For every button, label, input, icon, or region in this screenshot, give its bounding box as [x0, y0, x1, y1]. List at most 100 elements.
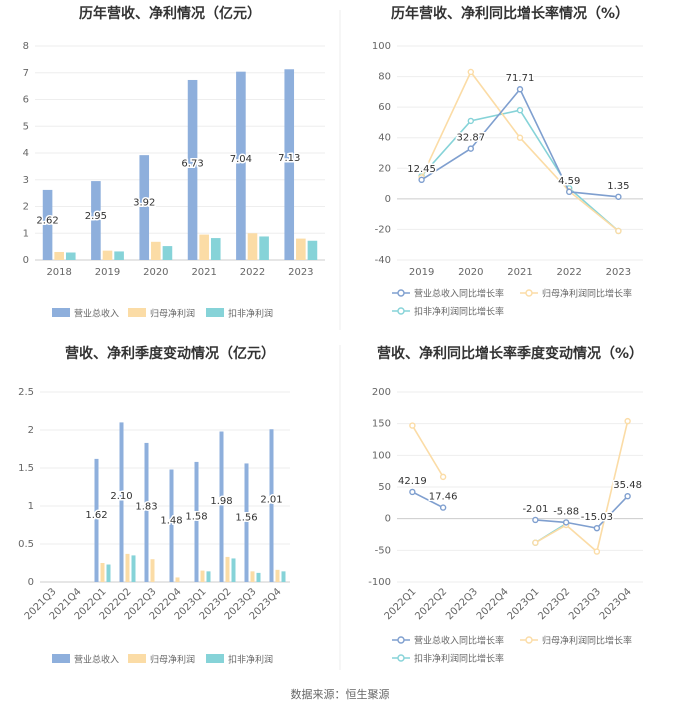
point-1-2-1 [467, 117, 474, 125]
bar-0-1-4 [247, 233, 258, 260]
data-label-2-4: 1.83 [135, 502, 157, 513]
y-tick-label-0-0: 0 [23, 255, 29, 266]
series-line-1-1 [420, 70, 619, 232]
point-3-1-7 [624, 417, 631, 425]
data-label-3-6: -15.03 [581, 512, 613, 523]
bar-0-2-0 [65, 252, 76, 260]
bar-2-2-6 [206, 571, 211, 582]
bar-2-1-4 [150, 559, 155, 582]
y-tick-label-1-4: 40 [378, 133, 391, 144]
series-line-1-2 [421, 109, 619, 232]
x-tick-label-1-3: 2022 [556, 267, 581, 278]
y-tick-label-1-1: -20 [375, 224, 391, 235]
point-3-1-0 [409, 422, 416, 429]
bar-2-1-6 [200, 570, 205, 582]
bar-2-1-5 [175, 577, 180, 582]
data-label-0-0: 2.62 [36, 216, 58, 227]
chart-title-0: 历年营收、净利情况（亿元） [79, 5, 261, 22]
bar-0-0-0 [42, 189, 53, 260]
legend-swatch-0-0 [52, 308, 70, 317]
x-tick-label-0-3: 2021 [191, 267, 216, 278]
data-label-1-1: 32.87 [456, 133, 485, 144]
bar-2-0-5 [169, 469, 174, 582]
y-tick-label-0-6: 6 [23, 95, 29, 106]
chart-title-3: 营收、净利同比增长率季度变动情况（%） [377, 345, 643, 362]
y-tick-label-0-4: 4 [23, 148, 29, 159]
y-tick-label-2-0: 0 [28, 577, 34, 588]
legend-swatch-2-2 [206, 654, 224, 663]
legend-label-2-0: 营业总收入 [74, 654, 119, 666]
y-tick-label-2-2: 1 [28, 501, 34, 512]
legend-label-1-0: 营业总收入同比增长率 [414, 288, 504, 300]
x-tick-label-0-0: 2018 [46, 267, 71, 278]
x-tick-label-3-3: 2022Q4 [475, 586, 511, 622]
x-tick-label-1-0: 2019 [409, 267, 434, 278]
chart-title-1: 历年营收、净利同比增长率情况（%） [391, 5, 629, 22]
point-1-1-4 [615, 227, 622, 235]
y-tick-label-1-0: -40 [375, 255, 391, 266]
data-label-2-5: 1.48 [160, 516, 182, 527]
point-3-0-5 [562, 519, 570, 526]
x-tick-label-0-1: 2019 [95, 267, 120, 278]
point-3-0-7 [624, 492, 631, 500]
legend-marker-3-2 [397, 654, 405, 662]
legend-label-3-0: 营业总收入同比增长率 [414, 635, 504, 647]
legend-label-0-2: 扣非净利润 [228, 308, 273, 320]
point-3-0-0 [409, 488, 416, 496]
bar-0-1-5 [296, 238, 306, 260]
y-tick-label-3-6: 200 [372, 387, 391, 398]
point-3-1-4 [532, 539, 539, 546]
legend-label-2-2: 扣非净利润 [228, 654, 273, 666]
bar-2-1-8 [250, 571, 255, 582]
x-tick-label-1-4: 2023 [606, 267, 631, 278]
x-tick-label-3-2: 2022Q3 [444, 586, 480, 622]
data-label-3-0: 42.19 [398, 476, 427, 487]
data-label-2-2: 1.62 [85, 510, 107, 521]
point-1-2-2 [516, 106, 524, 114]
bar-0-2-3 [210, 238, 221, 260]
bar-2-0-9 [269, 429, 274, 582]
bar-2-0-3 [119, 422, 124, 582]
y-tick-label-0-8: 8 [23, 41, 29, 52]
y-tick-label-3-1: -50 [375, 545, 391, 556]
legend-label-0-1: 归母净利润 [150, 308, 195, 320]
data-label-2-6: 1.58 [185, 512, 207, 523]
y-tick-label-3-0: -100 [368, 577, 391, 588]
point-3-1-6 [593, 548, 601, 555]
legend-marker-1-2 [397, 307, 405, 315]
point-3-1-1 [439, 473, 447, 481]
x-tick-label-3-0: 2022Q1 [383, 586, 419, 622]
data-label-2-8: 1.56 [235, 512, 257, 523]
legend-swatch-2-1 [128, 654, 146, 663]
bar-0-0-5 [284, 69, 295, 261]
y-tick-label-0-1: 1 [23, 228, 29, 239]
data-label-0-2: 3.92 [133, 197, 155, 208]
bar-0-2-1 [114, 251, 124, 260]
bar-2-1-2 [100, 563, 105, 582]
y-tick-label-1-5: 60 [378, 102, 391, 113]
bar-2-1-7 [225, 556, 230, 582]
legend-label-0-0: 营业总收入 [74, 308, 119, 320]
legend-label-2-1: 归母净利润 [150, 654, 195, 666]
legend-swatch-0-1 [128, 308, 146, 317]
series-line-3-0 [412, 491, 444, 509]
bar-2-2-7 [231, 558, 236, 582]
legend-marker-3-1 [525, 636, 533, 644]
bar-0-1-3 [199, 234, 209, 260]
x-tick-label-1-1: 2020 [458, 267, 483, 278]
point-1-0-3 [566, 188, 573, 196]
x-tick-label-0-4: 2022 [240, 267, 265, 278]
bar-2-2-2 [106, 564, 111, 582]
bar-2-2-3 [131, 555, 136, 582]
bar-0-2-4 [259, 236, 269, 260]
data-label-1-4: 1.35 [607, 181, 629, 192]
data-label-3-4: -2.01 [522, 504, 548, 515]
point-3-0-1 [439, 504, 447, 511]
series-line-3-1 [534, 420, 629, 554]
legend-marker-1-0 [397, 289, 405, 297]
data-label-0-1: 2.95 [85, 211, 107, 222]
y-tick-label-3-5: 150 [372, 419, 391, 430]
bar-2-1-3 [125, 553, 130, 582]
chart-title-2: 营收、净利季度变动情况（亿元） [65, 345, 275, 362]
bar-0-2-2 [162, 246, 173, 260]
